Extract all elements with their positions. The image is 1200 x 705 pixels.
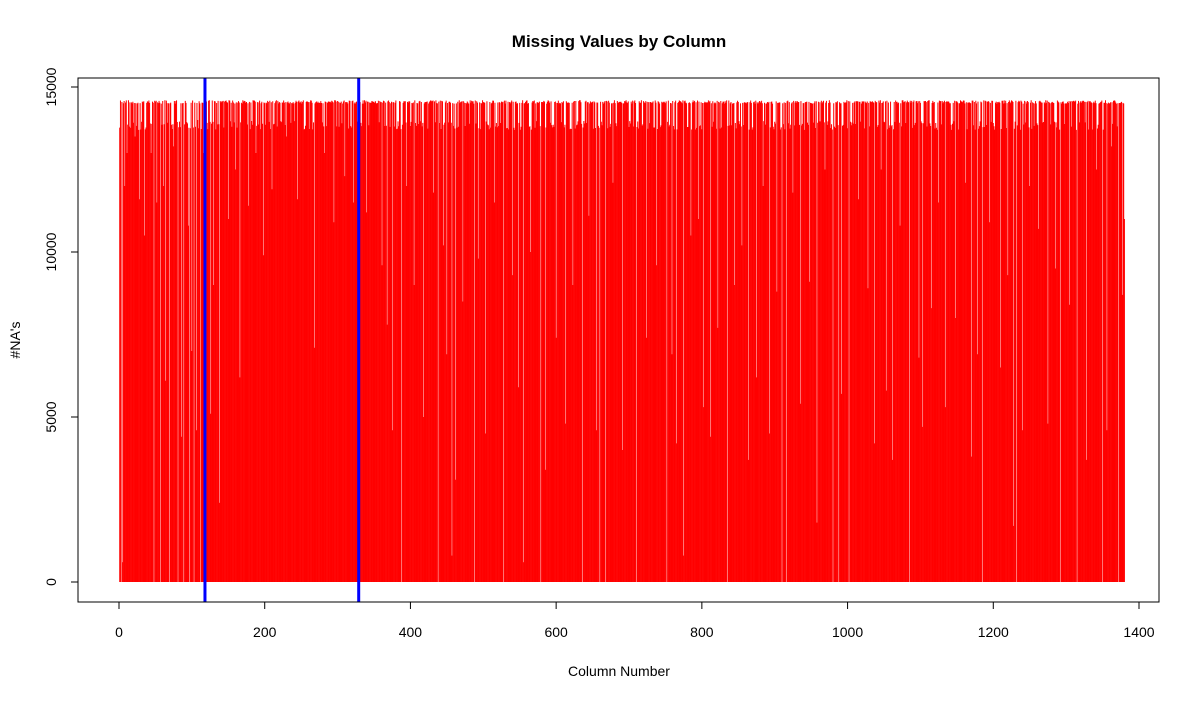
x-tick-label: 600 (544, 624, 568, 640)
y-tick-label: 0 (43, 578, 59, 586)
x-tick-label: 1400 (1123, 624, 1154, 640)
y-tick-label: 10000 (43, 232, 59, 271)
x-tick-label: 800 (690, 624, 714, 640)
x-axis-label: Column Number (568, 663, 670, 679)
y-axis: 0 5000 10000 15000 (43, 67, 79, 586)
y-tick-label: 15000 (43, 67, 59, 106)
x-tick-label: 200 (253, 624, 277, 640)
x-tick-label: 1200 (978, 624, 1009, 640)
x-tick-label: 1000 (832, 624, 863, 640)
y-tick-label: 5000 (43, 401, 59, 432)
bars-group (119, 100, 1125, 582)
y-axis-label: #NA's (7, 322, 23, 359)
x-tick-label: 400 (399, 624, 423, 640)
x-axis: 0 200 400 600 800 1000 1200 1400 (115, 601, 1155, 640)
x-tick-label: 0 (115, 624, 123, 640)
chart-title: Missing Values by Column (512, 32, 726, 51)
reference-lines (203, 78, 361, 602)
